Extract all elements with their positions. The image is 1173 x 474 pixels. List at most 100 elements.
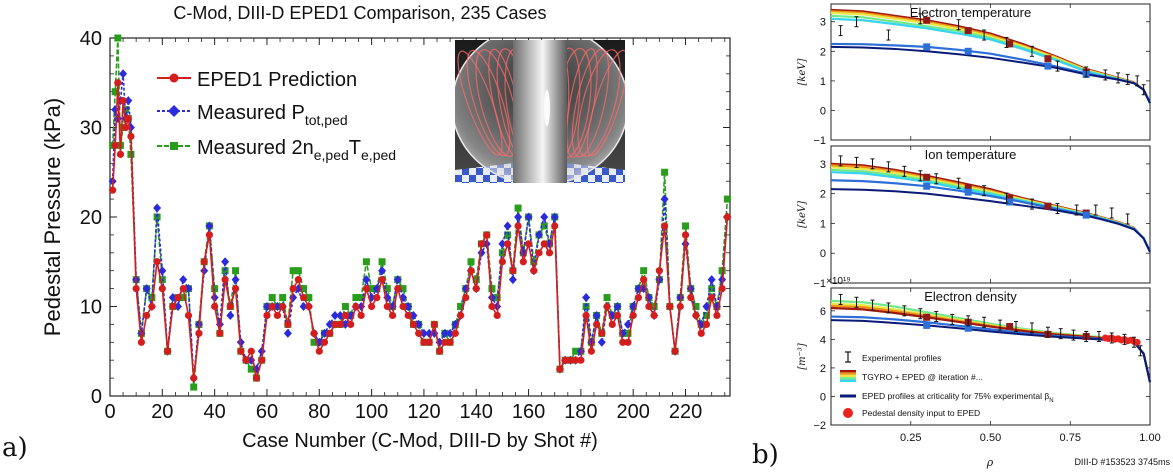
data-point xyxy=(415,329,423,337)
data-point xyxy=(572,347,580,355)
iteration-marker xyxy=(964,184,972,192)
data-point xyxy=(148,294,156,302)
data-point xyxy=(708,293,716,302)
data-point xyxy=(540,240,548,248)
data-point xyxy=(205,231,214,239)
subplot-electron-density: −2 0 2 4 6 [m⁻³] Electron density xyxy=(797,287,1152,432)
data-point xyxy=(718,267,726,275)
data-point xyxy=(535,230,544,240)
data-point xyxy=(289,285,297,293)
y-tick-label: 4 xyxy=(820,334,826,346)
tokamak-inset-image xyxy=(455,40,625,183)
data-point xyxy=(613,302,622,311)
data-point xyxy=(603,302,611,311)
data-point xyxy=(650,311,658,320)
legend-label: Measured 2ne,pedTe,ped xyxy=(197,137,396,163)
data-point xyxy=(640,267,648,275)
iteration-marker xyxy=(923,43,931,51)
iteration-marker xyxy=(964,188,972,196)
data-point xyxy=(373,293,381,302)
iteration-marker xyxy=(1044,62,1052,70)
x-tick-label: 40 xyxy=(204,401,226,423)
rho-axis: 0.25 0.50 0.75 1.00 xyxy=(900,432,1161,444)
coil-loop xyxy=(571,48,610,158)
data-point xyxy=(362,285,370,293)
iteration-marker xyxy=(1006,323,1014,331)
y-tick-label: 1 xyxy=(820,218,826,230)
data-point xyxy=(707,275,716,285)
data-point xyxy=(122,123,130,132)
y-tick-label: 2 xyxy=(820,363,826,375)
iteration-marker xyxy=(1044,202,1052,210)
data-point xyxy=(687,293,695,302)
x-tick-label: 100 xyxy=(355,401,388,423)
data-point xyxy=(572,356,580,364)
y-tick-label: 40 xyxy=(80,28,102,50)
data-point xyxy=(378,258,386,266)
data-point xyxy=(127,132,135,141)
series-line xyxy=(111,82,729,379)
data-point xyxy=(299,302,308,311)
plot-frame xyxy=(109,37,731,397)
data-point xyxy=(640,276,648,284)
x-tick-label: 0.75 xyxy=(1060,432,1081,444)
legend-dot xyxy=(843,408,853,418)
data-point xyxy=(462,293,470,302)
data-point xyxy=(184,311,193,320)
y-tick-label: 0 xyxy=(820,391,826,403)
chart-series xyxy=(108,34,732,391)
data-point xyxy=(221,276,229,284)
data-point xyxy=(592,320,601,328)
data-point xyxy=(163,347,172,355)
data-point xyxy=(331,320,339,328)
data-point xyxy=(179,285,187,293)
shot-footer: DIII-D #153523 3745ms xyxy=(1074,457,1170,467)
data-point xyxy=(535,249,543,257)
data-point xyxy=(399,302,407,311)
data-point xyxy=(582,311,590,320)
data-point xyxy=(124,114,132,123)
data-point xyxy=(404,302,413,311)
data-point xyxy=(341,319,350,329)
data-point xyxy=(440,328,449,338)
data-point xyxy=(109,186,117,194)
data-point xyxy=(682,222,690,230)
legend-label: EPED1 Prediction xyxy=(197,69,357,91)
rho-axis-label: ρ xyxy=(986,456,994,469)
data-point xyxy=(195,329,203,337)
y-axis: 0 10 20 30 40 xyxy=(80,28,730,408)
data-point xyxy=(540,222,548,230)
y-tick-label: 10 xyxy=(80,297,102,319)
data-point xyxy=(613,311,622,320)
panel-label-b: b) xyxy=(752,440,779,469)
data-point xyxy=(279,302,287,311)
data-point xyxy=(488,302,496,311)
data-point xyxy=(504,231,512,239)
legend-item-eped1: EPED1 Prediction xyxy=(157,69,357,91)
y-tick-label: 0 xyxy=(820,248,826,260)
data-point xyxy=(294,267,302,275)
data-point xyxy=(441,338,449,346)
data-point xyxy=(300,285,308,293)
y-tick-label: 20 xyxy=(80,207,102,229)
data-point xyxy=(352,302,360,311)
data-point xyxy=(383,302,391,311)
data-point xyxy=(124,96,133,106)
data-point xyxy=(598,329,606,337)
data-point xyxy=(169,302,177,311)
data-point xyxy=(310,329,318,337)
iteration-marker xyxy=(1082,211,1090,219)
data-point xyxy=(425,338,433,346)
data-point xyxy=(315,347,323,355)
data-point xyxy=(216,329,224,337)
profile-curve xyxy=(830,188,1151,253)
data-point xyxy=(645,302,653,311)
data-point xyxy=(493,311,501,320)
subplot-title: Ion temperature xyxy=(925,147,1017,162)
subplot-electron-temperature: −1 0 1 2 3 [keV] Electron temperature xyxy=(797,3,1151,147)
subplot-frame xyxy=(830,3,1151,141)
data-point xyxy=(263,311,271,320)
data-point xyxy=(114,34,122,42)
data-point xyxy=(603,294,611,302)
y-axis-label: [keV] xyxy=(797,58,808,85)
